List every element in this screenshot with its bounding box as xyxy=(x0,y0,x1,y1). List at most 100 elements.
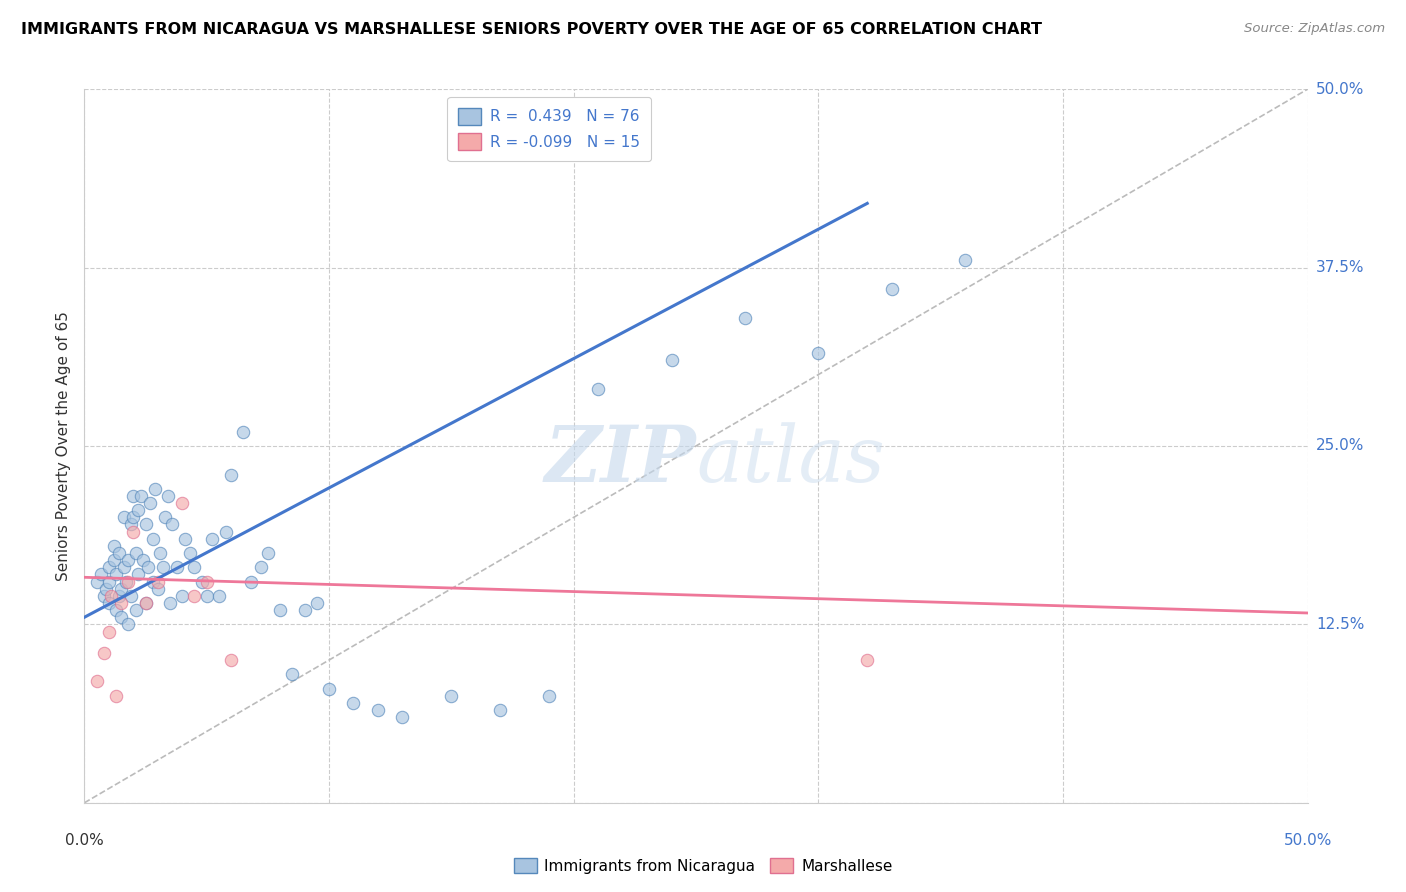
Point xyxy=(173,532,195,546)
Point xyxy=(183,560,205,574)
Point xyxy=(880,282,903,296)
Point xyxy=(489,703,512,717)
Point xyxy=(953,253,976,268)
Point xyxy=(86,674,108,689)
Point xyxy=(112,510,135,524)
Point xyxy=(538,689,561,703)
Text: 50.0%: 50.0% xyxy=(1284,833,1331,848)
Y-axis label: Seniors Poverty Over the Age of 65: Seniors Poverty Over the Age of 65 xyxy=(56,311,72,581)
Point xyxy=(105,603,128,617)
Point xyxy=(103,539,125,553)
Point xyxy=(96,582,118,596)
Point xyxy=(122,524,145,539)
Point xyxy=(110,582,132,596)
Point xyxy=(105,689,128,703)
Point xyxy=(143,482,166,496)
Point xyxy=(159,596,181,610)
Point xyxy=(269,603,291,617)
Point xyxy=(120,517,142,532)
Point xyxy=(219,467,242,482)
Point xyxy=(129,489,152,503)
Legend: R =  0.439   N = 76, R = -0.099   N = 15: R = 0.439 N = 76, R = -0.099 N = 15 xyxy=(447,97,651,161)
Point xyxy=(132,553,155,567)
Point xyxy=(586,382,609,396)
Point xyxy=(156,489,179,503)
Point xyxy=(195,574,218,589)
Point xyxy=(146,574,169,589)
Point xyxy=(136,560,159,574)
Point xyxy=(135,517,157,532)
Point xyxy=(135,596,157,610)
Point xyxy=(117,574,139,589)
Text: IMMIGRANTS FROM NICARAGUA VS MARSHALLESE SENIORS POVERTY OVER THE AGE OF 65 CORR: IMMIGRANTS FROM NICARAGUA VS MARSHALLESE… xyxy=(21,22,1042,37)
Point xyxy=(249,560,271,574)
Point xyxy=(103,553,125,567)
Point xyxy=(117,617,139,632)
Point xyxy=(107,589,129,603)
Point xyxy=(97,560,120,574)
Point xyxy=(90,567,112,582)
Point xyxy=(294,603,316,617)
Point xyxy=(239,574,262,589)
Point xyxy=(191,574,214,589)
Point xyxy=(86,574,108,589)
Point xyxy=(215,524,238,539)
Legend: Immigrants from Nicaragua, Marshallese: Immigrants from Nicaragua, Marshallese xyxy=(508,852,898,880)
Point xyxy=(305,596,328,610)
Point xyxy=(110,596,132,610)
Point xyxy=(115,574,138,589)
Point xyxy=(93,646,115,660)
Text: 37.5%: 37.5% xyxy=(1316,260,1364,275)
Point xyxy=(342,696,364,710)
Text: Source: ZipAtlas.com: Source: ZipAtlas.com xyxy=(1244,22,1385,36)
Point xyxy=(440,689,463,703)
Point xyxy=(146,582,169,596)
Point xyxy=(105,567,128,582)
Point xyxy=(107,546,129,560)
Point xyxy=(281,667,304,681)
Point xyxy=(183,589,205,603)
Point xyxy=(391,710,413,724)
Point xyxy=(112,560,135,574)
Point xyxy=(367,703,389,717)
Point xyxy=(97,624,120,639)
Text: 12.5%: 12.5% xyxy=(1316,617,1364,632)
Point xyxy=(127,567,149,582)
Point xyxy=(152,560,174,574)
Point xyxy=(97,574,120,589)
Point xyxy=(100,589,122,603)
Point xyxy=(125,603,148,617)
Point xyxy=(734,310,756,325)
Point xyxy=(117,553,139,567)
Point xyxy=(125,546,148,560)
Text: ZIP: ZIP xyxy=(544,422,696,499)
Point xyxy=(166,560,188,574)
Point xyxy=(172,496,194,510)
Point xyxy=(142,532,165,546)
Point xyxy=(127,503,149,517)
Point xyxy=(162,517,184,532)
Point xyxy=(97,596,120,610)
Point xyxy=(232,425,254,439)
Point xyxy=(219,653,242,667)
Point xyxy=(120,589,142,603)
Point xyxy=(153,510,176,524)
Point xyxy=(200,532,222,546)
Text: 25.0%: 25.0% xyxy=(1316,439,1364,453)
Point xyxy=(208,589,231,603)
Text: 50.0%: 50.0% xyxy=(1316,82,1364,96)
Point xyxy=(139,496,162,510)
Point xyxy=(172,589,194,603)
Point xyxy=(179,546,201,560)
Point xyxy=(142,574,165,589)
Point xyxy=(135,596,157,610)
Point xyxy=(856,653,879,667)
Text: 0.0%: 0.0% xyxy=(65,833,104,848)
Point xyxy=(149,546,172,560)
Point xyxy=(122,510,145,524)
Point xyxy=(122,489,145,503)
Point xyxy=(807,346,830,360)
Point xyxy=(195,589,218,603)
Point xyxy=(93,589,115,603)
Point xyxy=(257,546,280,560)
